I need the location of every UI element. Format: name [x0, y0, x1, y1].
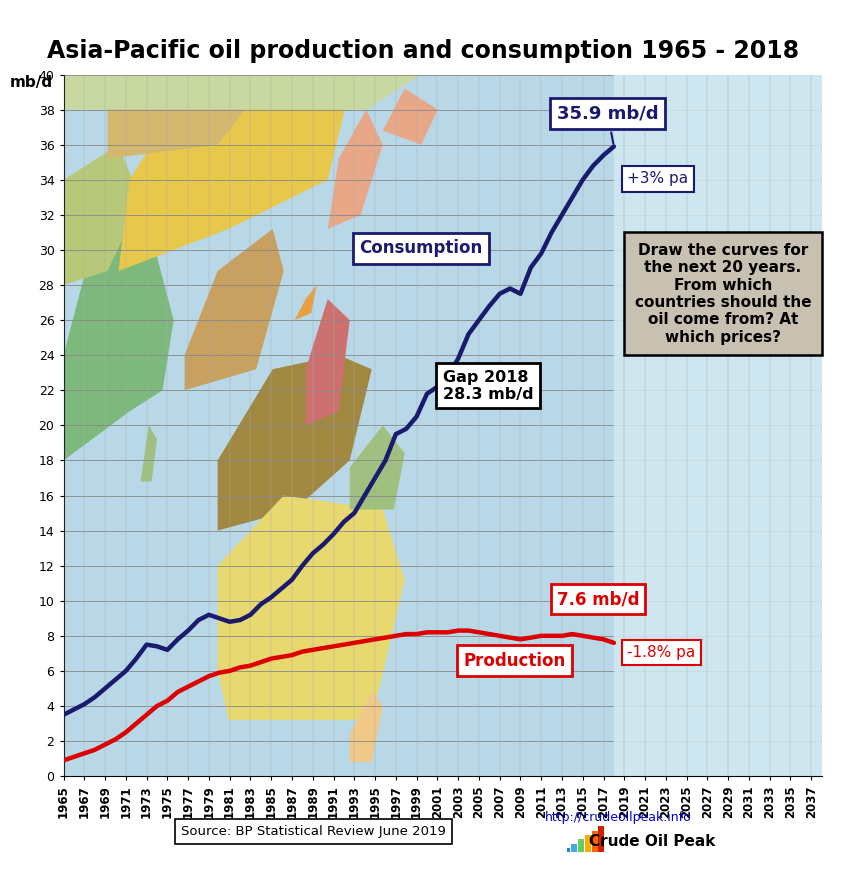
- Polygon shape: [383, 89, 438, 145]
- Bar: [614, 75, 822, 776]
- Polygon shape: [185, 229, 284, 390]
- Polygon shape: [64, 180, 174, 460]
- Text: Draw the curves for
the next 20 years.
From which
countries should the
oil come : Draw the curves for the next 20 years. F…: [634, 243, 811, 345]
- Polygon shape: [328, 110, 383, 229]
- Polygon shape: [108, 75, 273, 159]
- Text: Production: Production: [463, 652, 566, 670]
- Text: Asia-Pacific oil production and consumption 1965 - 2018: Asia-Pacific oil production and consumpt…: [47, 39, 800, 63]
- Text: mb/d: mb/d: [10, 75, 53, 89]
- Text: Crude Oil Peak: Crude Oil Peak: [589, 834, 716, 850]
- Text: Consumption: Consumption: [359, 239, 483, 258]
- Polygon shape: [64, 145, 141, 285]
- Bar: [599, 826, 605, 852]
- Polygon shape: [350, 692, 383, 762]
- Bar: [579, 839, 584, 852]
- Text: http://crudeoilpeak.info: http://crudeoilpeak.info: [545, 811, 692, 824]
- Text: Source: BP Statistical Review June 2019: Source: BP Statistical Review June 2019: [181, 825, 446, 838]
- Bar: [565, 848, 571, 852]
- Bar: [592, 831, 598, 852]
- Text: 7.6 mb/d: 7.6 mb/d: [556, 590, 639, 609]
- Polygon shape: [119, 75, 350, 271]
- Polygon shape: [295, 285, 317, 320]
- Text: +3% pa: +3% pa: [628, 171, 689, 186]
- Bar: [585, 835, 591, 852]
- Text: Gap 2018
28.3 mb/d: Gap 2018 28.3 mb/d: [443, 369, 533, 402]
- Text: -1.8% pa: -1.8% pa: [628, 645, 695, 660]
- Polygon shape: [218, 355, 372, 531]
- Polygon shape: [141, 425, 157, 481]
- Polygon shape: [218, 496, 405, 720]
- Text: 35.9 mb/d: 35.9 mb/d: [556, 104, 658, 144]
- Polygon shape: [64, 75, 421, 110]
- Bar: [572, 844, 578, 852]
- Polygon shape: [306, 299, 350, 425]
- Polygon shape: [350, 425, 405, 510]
